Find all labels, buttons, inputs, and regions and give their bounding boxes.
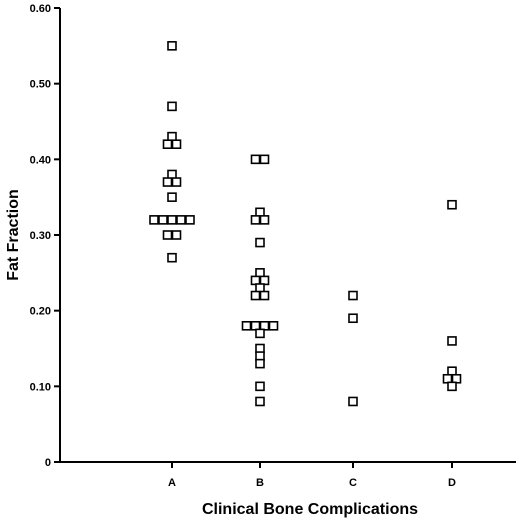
y-tick-label: 0.60 bbox=[30, 3, 51, 15]
data-point-a bbox=[162, 230, 173, 240]
y-tick-label: 0.50 bbox=[30, 79, 51, 91]
y-axis-label: Fat Fraction bbox=[5, 189, 22, 281]
data-point-a bbox=[171, 177, 182, 187]
data-point-d bbox=[447, 336, 457, 346]
data-point-a bbox=[176, 215, 186, 225]
data-point-a bbox=[171, 139, 182, 149]
data-point-a bbox=[167, 192, 177, 202]
data-point-b bbox=[241, 320, 252, 331]
data-point-d bbox=[447, 199, 457, 210]
axes bbox=[59, 8, 516, 463]
data-point-b bbox=[259, 290, 270, 301]
data-point-a bbox=[167, 101, 177, 112]
y-tick-label: 0.20 bbox=[30, 306, 51, 318]
data-point-a bbox=[162, 139, 173, 149]
data-point-b bbox=[255, 328, 265, 339]
data-point-b bbox=[255, 358, 265, 369]
data-point-a bbox=[185, 215, 195, 225]
data-point-b bbox=[255, 396, 265, 407]
data-point-b bbox=[255, 237, 265, 248]
data-point-d bbox=[447, 381, 457, 392]
y-tick-label: 0.40 bbox=[30, 154, 51, 166]
x-tick-label-a: A bbox=[168, 477, 176, 489]
x-tick-label-c: C bbox=[349, 477, 357, 489]
data-point-b bbox=[268, 320, 279, 331]
x-axis-label: Clinical Bone Complications bbox=[202, 501, 418, 518]
data-point-c bbox=[348, 313, 358, 324]
data-point-a bbox=[167, 41, 177, 51]
data-point-b bbox=[250, 154, 261, 165]
data-point-a bbox=[167, 252, 177, 263]
data-point-a bbox=[158, 215, 168, 225]
data-point-a bbox=[171, 230, 182, 240]
y-tick-label: 0.30 bbox=[30, 230, 51, 242]
data-point-a bbox=[149, 215, 159, 225]
x-tick-label-b: B bbox=[256, 477, 264, 489]
y-tick-label: 0.10 bbox=[30, 381, 51, 393]
data-point-b bbox=[250, 215, 261, 225]
data-point-a bbox=[162, 177, 173, 187]
data-point-a bbox=[167, 215, 177, 225]
x-ticks: A B C D bbox=[168, 462, 456, 489]
y-ticks: 0 0.10 0.20 0.30 0.40 0.50 0.60 bbox=[30, 3, 60, 469]
data-point-b bbox=[259, 215, 270, 225]
data-point-b bbox=[259, 154, 270, 165]
data-point-c bbox=[348, 396, 358, 407]
data-point-b bbox=[255, 381, 265, 392]
x-tick-label-d: D bbox=[448, 477, 456, 489]
data-point-b bbox=[250, 290, 261, 301]
data-point-c bbox=[348, 290, 358, 301]
data-points bbox=[149, 41, 462, 407]
y-tick-label: 0 bbox=[45, 457, 51, 469]
